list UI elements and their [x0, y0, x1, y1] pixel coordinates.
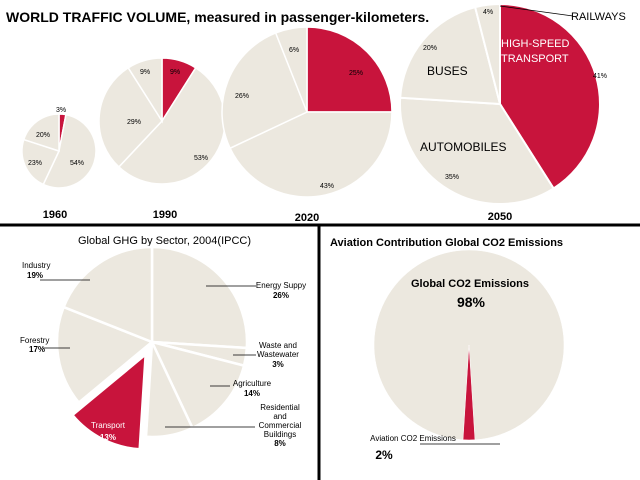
pie-2050-category-high-speed-line2: TRANSPORT [501, 53, 569, 65]
ghg-label-buildings-line4: Buildings [264, 430, 296, 439]
pie-ghg-slice-agriculture [149, 340, 246, 430]
pie-1990-slice-buses [98, 66, 163, 168]
ghg-label-buildings-line3: Commercial [259, 421, 302, 430]
ghg-label-waste-line2: Wastewater [257, 350, 299, 359]
pie-ghg-slice-energy-suppy [150, 245, 249, 350]
ghg-label-industry: Industry [22, 261, 50, 270]
ghg-label-transport: Transport [91, 421, 126, 430]
pie-ghg-slice-residential-and-commercial-buildings [144, 341, 195, 439]
year-label-1990: 1990 [153, 209, 177, 221]
ghg-label-buildings-line2: and [273, 412, 286, 421]
pie-2020 [221, 26, 393, 198]
pie-ghg-slice-forestry [55, 305, 155, 405]
ghg-label-forestry: Forestry [20, 336, 49, 345]
ghg-value-agriculture: 14% [244, 389, 260, 398]
pie-2050-category-high-speed-line1: HIGH-SPEED [501, 38, 570, 50]
railways-leader-line [499, 5, 574, 17]
pie-2020-label-railways: 6% [289, 47, 299, 54]
pie-1990-label-railways: 9% [140, 69, 150, 76]
ghg-value-waste: 3% [272, 360, 284, 369]
aviation-value-global: 98% [457, 294, 486, 310]
ghg-value-industry: 19% [27, 271, 43, 280]
aviation-label-aviation: Aviation CO2 Emissions [370, 434, 456, 443]
pie-1960 [21, 113, 97, 189]
pie-1960-label-high-speed: 3% [56, 107, 66, 114]
pie-2020-slice-railways [274, 26, 308, 113]
pie-2050-category-railways: RAILWAYS [571, 11, 626, 23]
pie-2050-slice-buses [399, 5, 502, 106]
aviation-value-aviation: 2% [375, 448, 393, 462]
ghg-label-agriculture: Agriculture [233, 379, 272, 388]
year-label-1960: 1960 [43, 209, 67, 221]
pie-1990-slice-automobiles [117, 66, 226, 185]
pie-2020-label-high-speed: 25% [349, 70, 363, 77]
pie-1960-label-railways: 20% [36, 132, 50, 139]
pie-ghg-slice-transport [70, 351, 148, 451]
aviation-title: Aviation Contribution Global CO2 Emissio… [330, 237, 563, 249]
pie-2050-category-buses: BUSES [427, 64, 468, 78]
pie-2020-slice-automobiles [229, 111, 393, 198]
pie-2050-label-buses: 20% [423, 45, 437, 52]
pie-1960-label-automobiles: 54% [70, 160, 84, 167]
pie-1960-slice-automobiles [42, 113, 97, 189]
pie-2050-label-automobiles: 35% [445, 174, 459, 181]
pie-2050-label-high-speed: 41% [593, 73, 607, 80]
pie-2050-slice-railways [473, 2, 501, 105]
pie-1990-label-buses: 29% [127, 119, 141, 126]
pie-2020-slice-high-speed-transport [306, 26, 393, 113]
pie-2020-label-buses: 26% [235, 93, 249, 100]
pie-2020-slice-buses [221, 31, 308, 150]
year-label-2020: 2020 [295, 212, 319, 224]
pie-2050 [399, 2, 601, 205]
pie-1990 [98, 57, 226, 185]
pie-1990-label-high-speed: 9% [170, 69, 180, 76]
ghg-title: Global GHG by Sector, 2004(IPCC) [78, 235, 251, 247]
pie-2020-label-automobiles: 43% [320, 183, 334, 190]
pie-aviation-slice-aviation-co2-emissions [462, 344, 476, 441]
pie-1960-slice-railways [22, 113, 60, 153]
ghg-value-forestry: 17% [29, 345, 45, 354]
ghg-leader-lines [40, 279, 256, 428]
pie-2050-label-railways: 4% [483, 9, 493, 16]
year-label-2050: 2050 [488, 211, 512, 223]
pie-ghg-slice-industry [62, 245, 154, 344]
pie-1990-slice-railways [127, 57, 163, 124]
pie-aviation [373, 249, 565, 441]
ghg-value-transport: 13% [100, 433, 116, 442]
ghg-label-buildings-line1: Residential [260, 403, 300, 412]
pie-1960-slice-buses [21, 138, 61, 186]
ghg-label-waste-line1: Waste and [259, 341, 297, 350]
pie-1960-label-buses: 23% [28, 160, 42, 167]
pie-ghg-by-sector [55, 245, 249, 451]
ghg-value-buildings: 8% [274, 439, 286, 448]
ghg-value-energy: 26% [273, 291, 289, 300]
pie-2050-category-automobiles: AUTOMOBILES [420, 140, 506, 154]
pie-aviation-slice-global-co2-emissions [373, 249, 565, 441]
pie-2050-slice-automobiles [399, 96, 555, 205]
pie-1990-label-automobiles: 53% [194, 155, 208, 162]
ghg-label-energy: Energy Suppy [256, 281, 306, 290]
aviation-label-global: Global CO2 Emissions [411, 278, 529, 290]
traffic-title: WORLD TRAFFIC VOLUME, measured in passen… [6, 9, 429, 25]
